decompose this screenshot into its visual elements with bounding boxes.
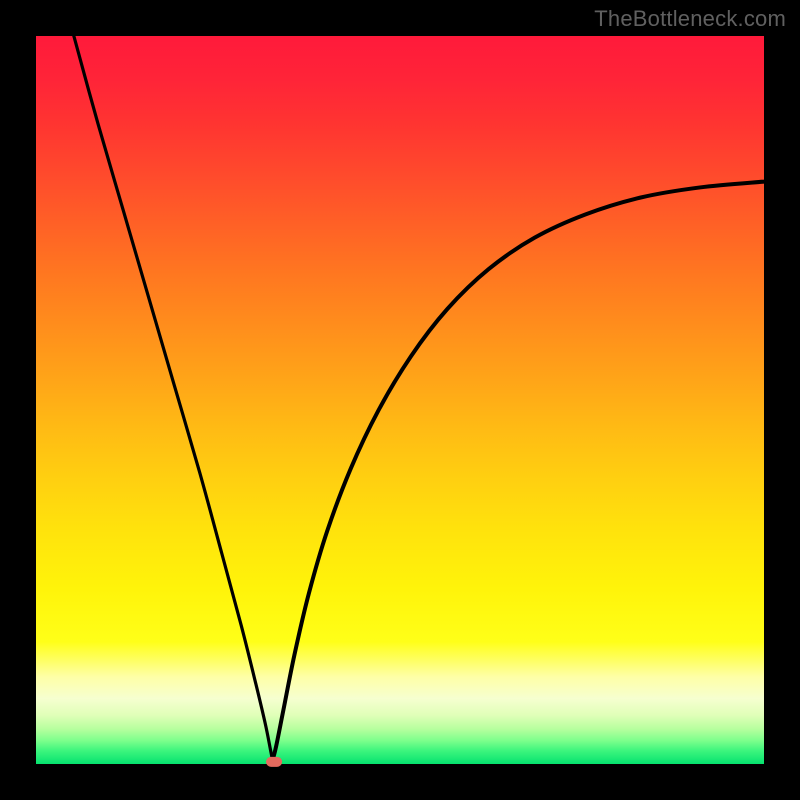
- bottleneck-chart: [0, 0, 800, 800]
- plot-background: [36, 36, 764, 764]
- watermark-text: TheBottleneck.com: [594, 6, 786, 32]
- minimum-marker: [266, 757, 282, 767]
- chart-frame: TheBottleneck.com: [0, 0, 800, 800]
